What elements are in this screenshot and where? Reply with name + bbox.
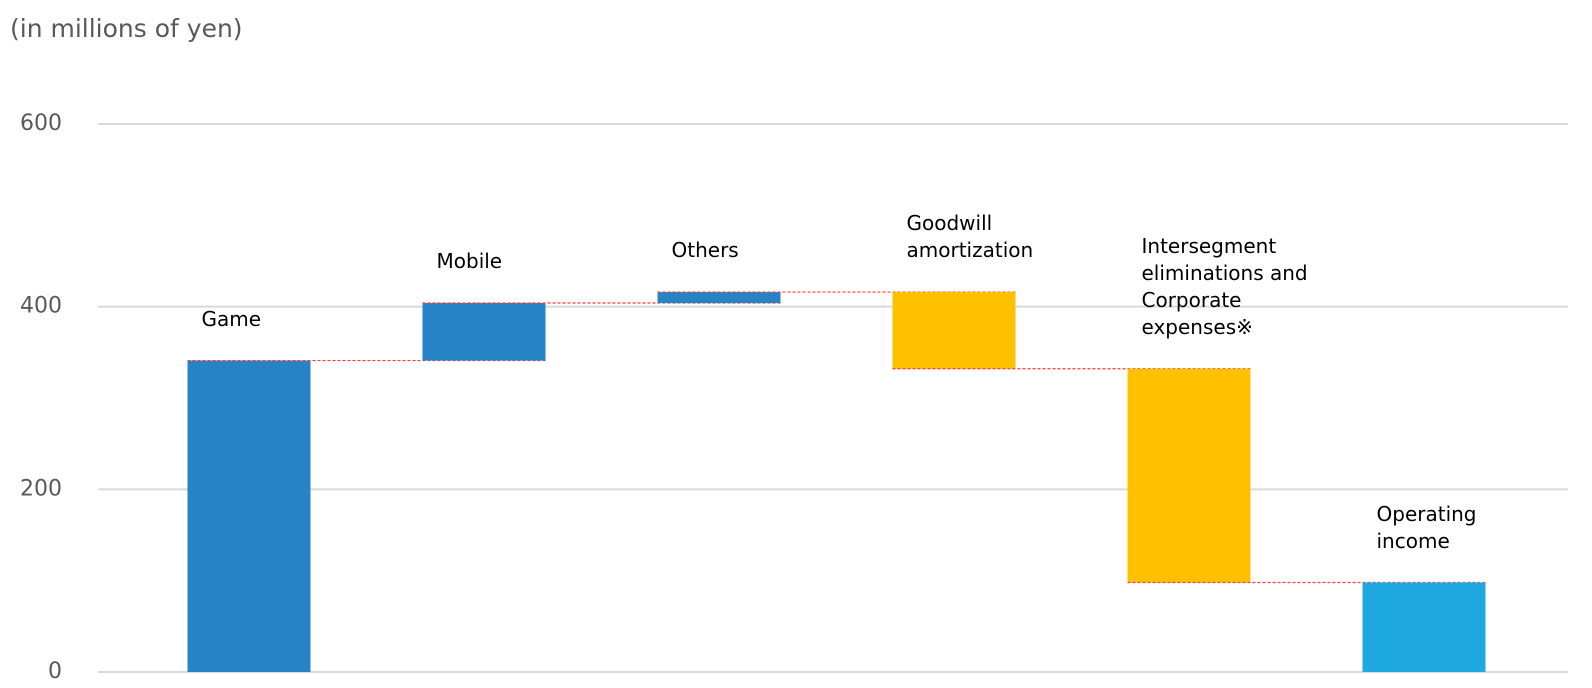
bar [1127, 368, 1251, 583]
category-label: Goodwill amortization [906, 211, 1034, 263]
category-label: Others [671, 238, 739, 263]
y-tick-label: 400 [20, 294, 62, 319]
bar [1362, 582, 1486, 672]
y-tick-label: 600 [20, 111, 62, 136]
bar [892, 292, 1016, 369]
category-label: Intersegment eliminations and Corporate … [1141, 233, 1308, 339]
bar [657, 292, 781, 304]
bar [187, 360, 311, 672]
category-label: Operating income [1376, 501, 1477, 553]
category-label: Mobile [436, 249, 503, 274]
y-tick-label: 0 [48, 659, 62, 684]
bar [422, 303, 546, 361]
category-label: Game [201, 306, 262, 331]
chart-title: (in millions of yen) [10, 14, 243, 43]
y-tick-label: 200 [20, 476, 62, 501]
